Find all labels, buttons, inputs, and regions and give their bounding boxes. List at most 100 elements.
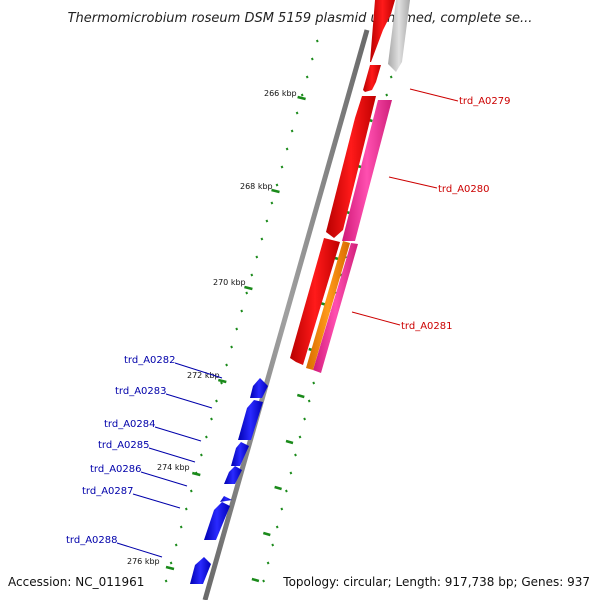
tick-dot xyxy=(205,435,208,439)
forward-strand-features xyxy=(290,0,395,365)
leader-trd-A0288 xyxy=(116,542,163,558)
tick-dot xyxy=(385,93,389,97)
tick-dot xyxy=(230,345,233,349)
tick-mark-outer xyxy=(285,439,294,445)
tick-mark-major xyxy=(217,378,227,384)
tick-mark-major xyxy=(191,471,201,477)
map-title: Thermomicrobium roseum DSM 5159 plasmid … xyxy=(68,11,533,26)
tick-dot xyxy=(275,183,279,187)
gene-arrow-trd-A0281 xyxy=(290,238,340,365)
gene-arrow-trd-A0287 xyxy=(204,502,230,540)
reverse-strand-features xyxy=(190,378,268,584)
tick-mark-outer xyxy=(251,577,260,583)
tick-mark-major xyxy=(244,285,253,291)
tick-dot xyxy=(266,561,270,565)
tick-dot xyxy=(220,381,223,385)
gene-arrow-trd-A0283 xyxy=(238,400,263,440)
topology-summary: Topology: circular; Length: 917,738 bp; … xyxy=(282,575,590,589)
feature-pink-lower xyxy=(313,243,358,373)
leader-trd-A0285 xyxy=(148,447,196,463)
tick-dot xyxy=(189,489,193,493)
reverse-gene-labels: trd_A0282 trd_A0283 trd_A0284 trd_A0285 … xyxy=(66,355,176,546)
tick-dot xyxy=(389,75,393,79)
tick-label-268: 268 kbp xyxy=(240,182,273,191)
tick-dot xyxy=(285,489,288,493)
tick-dot xyxy=(240,309,244,313)
tick-dot xyxy=(305,75,309,79)
gene-arrow-trd-A0286 xyxy=(220,496,232,502)
tick-dot xyxy=(245,291,249,295)
tick-dot xyxy=(262,579,265,583)
leader-trd-A0282 xyxy=(174,362,223,379)
tick-dot xyxy=(310,57,314,61)
tick-dot xyxy=(275,525,279,529)
tick-mark-outer xyxy=(274,485,282,491)
tick-dot xyxy=(174,543,178,547)
tick-labels: 266 kbp 268 kbp 270 kbp 272 kbp 274 kbp … xyxy=(127,89,297,566)
gene-label-trd-A0286[interactable]: trd_A0286 xyxy=(90,464,142,475)
accession-text: Accession: NC_011961 xyxy=(8,575,144,589)
gene-label-trd-A0280[interactable]: trd_A0280 xyxy=(438,184,490,195)
tick-dot xyxy=(225,363,228,367)
gene-label-trd-A0288[interactable]: trd_A0288 xyxy=(66,535,118,546)
tick-label-272: 272 kbp xyxy=(187,371,220,380)
tick-dot xyxy=(184,507,188,511)
gene-arrow-trd-A0288 xyxy=(190,557,211,584)
gene-label-trd-A0283[interactable]: trd_A0283 xyxy=(115,386,167,397)
tick-dot xyxy=(290,129,294,133)
leader-trd-A0284 xyxy=(154,426,202,442)
leader-trd-A0281 xyxy=(351,311,401,326)
tick-dot xyxy=(295,111,299,115)
tick-dot xyxy=(215,399,218,403)
tick-dot xyxy=(307,399,311,403)
tick-dot xyxy=(164,579,168,583)
tick-mark-outer xyxy=(296,393,305,399)
tick-dot xyxy=(280,507,284,511)
gene-arrow-trd-A0280 xyxy=(326,96,376,238)
gene-label-trd-A0284[interactable]: trd_A0284 xyxy=(104,419,156,430)
tick-dot xyxy=(285,147,289,151)
forward-label-leaders xyxy=(351,88,459,326)
tick-label-266: 266 kbp xyxy=(264,89,297,98)
feature-orange xyxy=(306,241,350,370)
gene-label-trd-A0287[interactable]: trd_A0287 xyxy=(82,486,134,497)
tick-dot xyxy=(270,201,274,205)
tick-dot xyxy=(200,453,203,457)
tick-dot xyxy=(235,327,239,331)
gene-label-trd-A0281[interactable]: trd_A0281 xyxy=(401,321,453,332)
tick-dot xyxy=(298,435,302,439)
gene-label-trd-A0282[interactable]: trd_A0282 xyxy=(124,355,176,366)
feature-gray xyxy=(388,0,410,72)
gene-label-trd-A0279[interactable]: trd_A0279 xyxy=(459,96,511,107)
tick-label-274: 274 kbp xyxy=(157,463,190,472)
tick-dot xyxy=(315,39,319,43)
tick-dot xyxy=(250,273,254,277)
tick-dot xyxy=(312,381,316,385)
gene-label-trd-A0285[interactable]: trd_A0285 xyxy=(98,440,150,451)
tick-mark-major xyxy=(165,565,175,571)
gene-arrow-trd-A0282 xyxy=(250,378,268,398)
tick-mark-major xyxy=(271,188,280,194)
tick-dot xyxy=(300,93,304,97)
forward-gene-labels: trd_A0279 trd_A0280 trd_A0281 xyxy=(401,96,511,332)
feature-pink-upper xyxy=(342,100,392,241)
tick-dot xyxy=(280,165,284,169)
leader-trd-A0287 xyxy=(132,493,181,509)
tick-dot xyxy=(289,471,293,475)
tick-mark-outer xyxy=(262,531,271,537)
leader-trd-A0280 xyxy=(388,176,438,189)
tick-dot xyxy=(210,417,213,421)
tick-label-270: 270 kbp xyxy=(213,278,246,287)
gene-arrow-trd-A0279 xyxy=(363,65,381,92)
tick-mark-major xyxy=(297,95,306,101)
leader-trd-A0279 xyxy=(409,88,459,102)
tick-dot xyxy=(255,255,259,259)
tick-dot xyxy=(271,543,275,547)
gene-arrow-top-red xyxy=(370,0,395,62)
gene-arrow-trd-A0285 xyxy=(224,466,242,484)
leader-trd-A0286 xyxy=(140,471,188,487)
tick-dot xyxy=(169,561,173,565)
backbone-ring xyxy=(202,29,370,600)
tick-dot xyxy=(260,237,264,241)
tick-label-276: 276 kbp xyxy=(127,557,160,566)
